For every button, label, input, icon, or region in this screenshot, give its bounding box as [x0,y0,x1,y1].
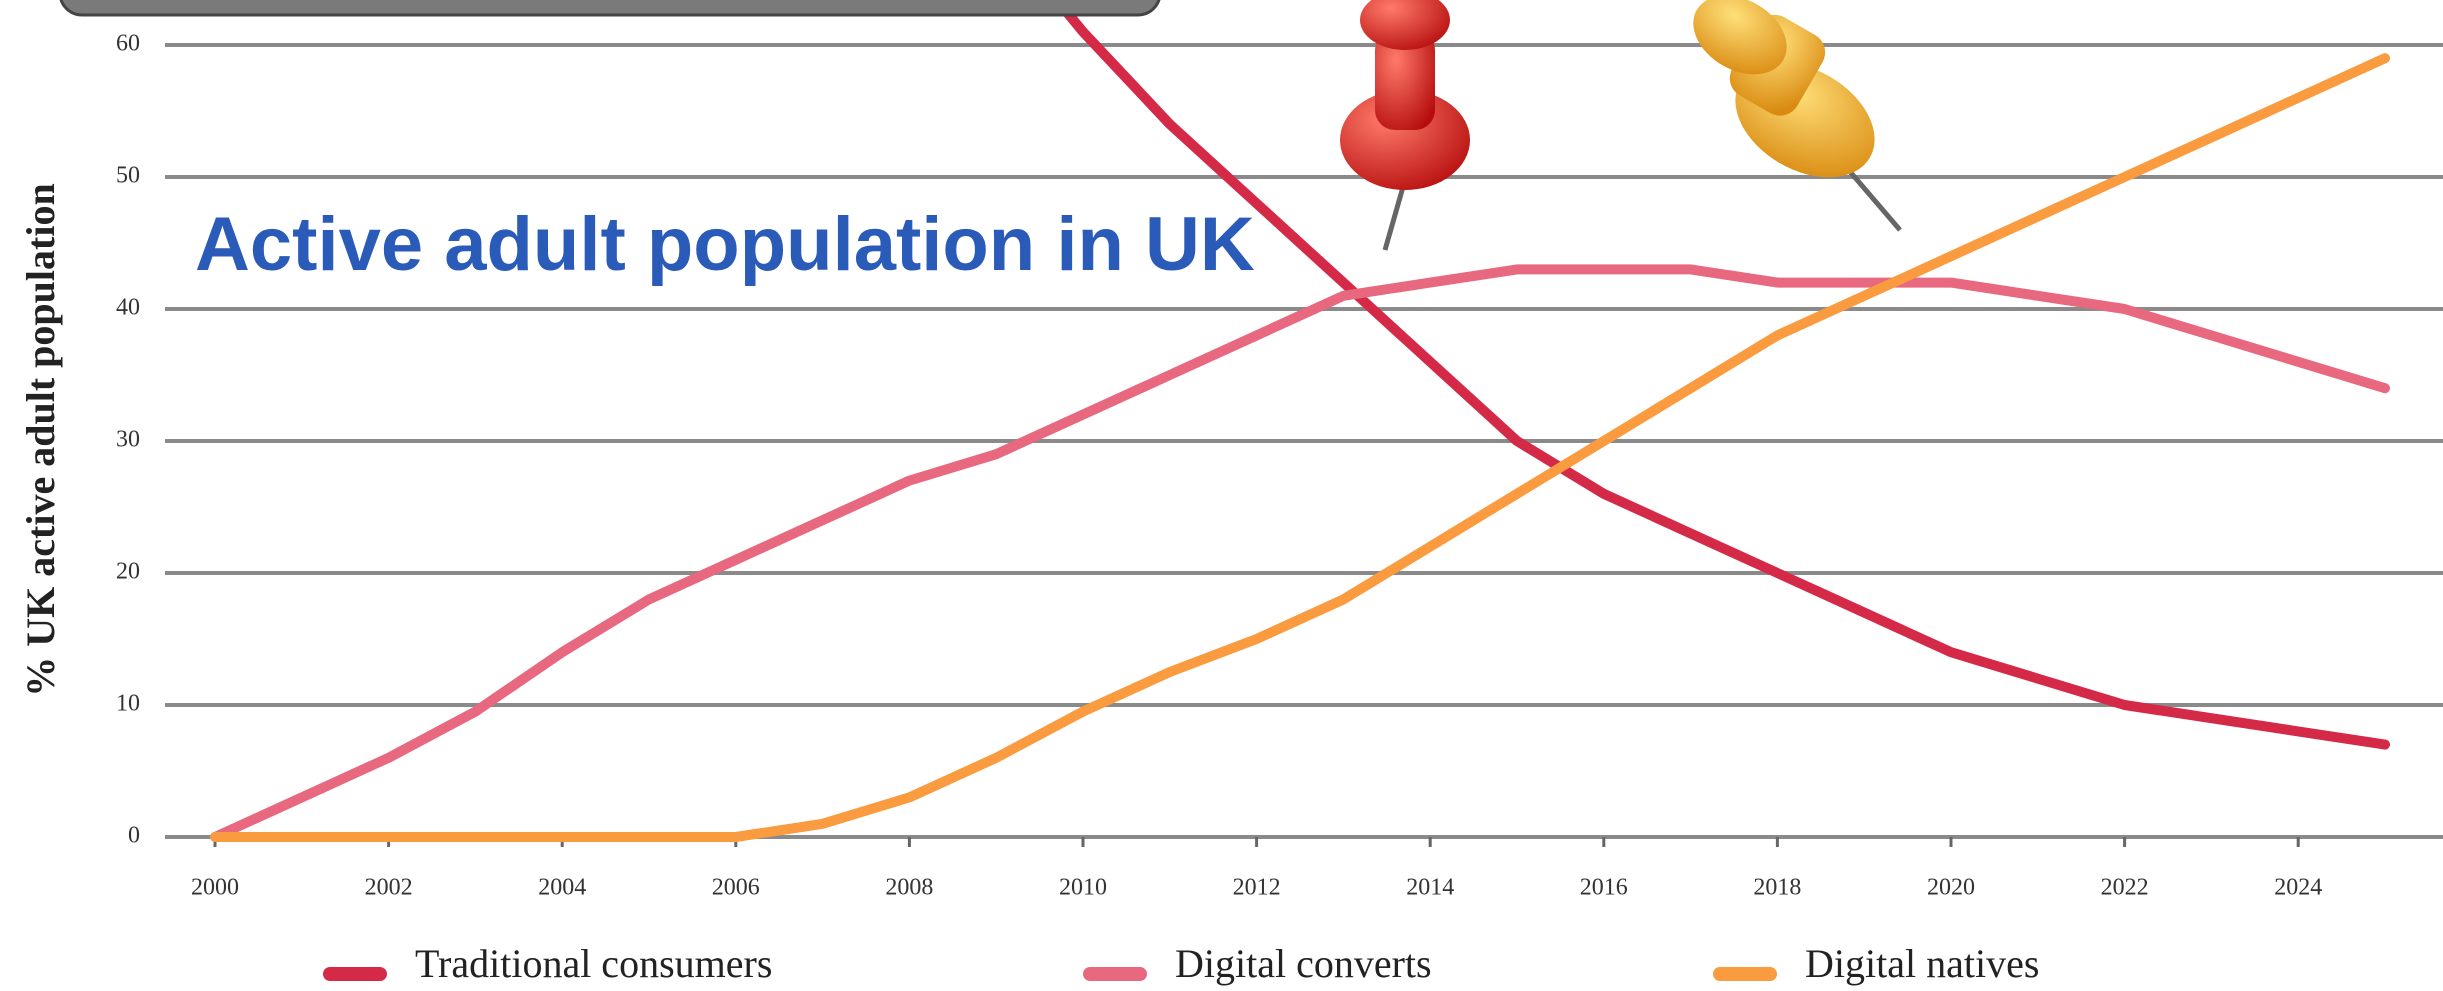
x-tick-label: 2020 [1927,875,1975,901]
y-tick-label: 40 [116,295,140,321]
y-axis-label: % UK active adult population [18,183,63,696]
y-tick-label: 60 [116,31,140,57]
legend-label: Traditional consumers [415,941,772,986]
x-tick-label: 2016 [1580,875,1628,901]
x-tick-label: 2024 [2274,875,2322,901]
red-pushpin [1340,0,1470,251]
yellow-pushpin [1693,0,1902,232]
y-tick-label: 30 [116,427,140,453]
series-line [210,53,2390,842]
series-line [210,264,2390,842]
x-tick-label: 2010 [1059,875,1107,901]
y-tick-label: 0 [128,823,140,849]
x-tick-label: 2018 [1753,875,1801,901]
y-tick-label: 50 [116,163,140,189]
x-tick-label: 2004 [538,875,586,901]
x-tick-label: 2000 [191,875,239,901]
x-tick-label: 2006 [712,875,760,901]
chart-title: Active adult population in UK [195,202,1255,287]
y-tick-label: 10 [116,691,140,717]
x-tick-label: 2022 [2101,875,2149,901]
legend-label: Digital converts [1175,941,1432,986]
x-tick-label: 2008 [885,875,933,901]
legend-label: Digital natives [1805,941,2039,986]
x-tick-label: 2002 [365,875,413,901]
x-tick-label: 2012 [1233,875,1281,901]
x-tick-label: 2014 [1406,875,1454,901]
y-tick-label: 20 [116,559,140,585]
overlay-box [59,0,1161,17]
series-line [1050,0,2390,750]
